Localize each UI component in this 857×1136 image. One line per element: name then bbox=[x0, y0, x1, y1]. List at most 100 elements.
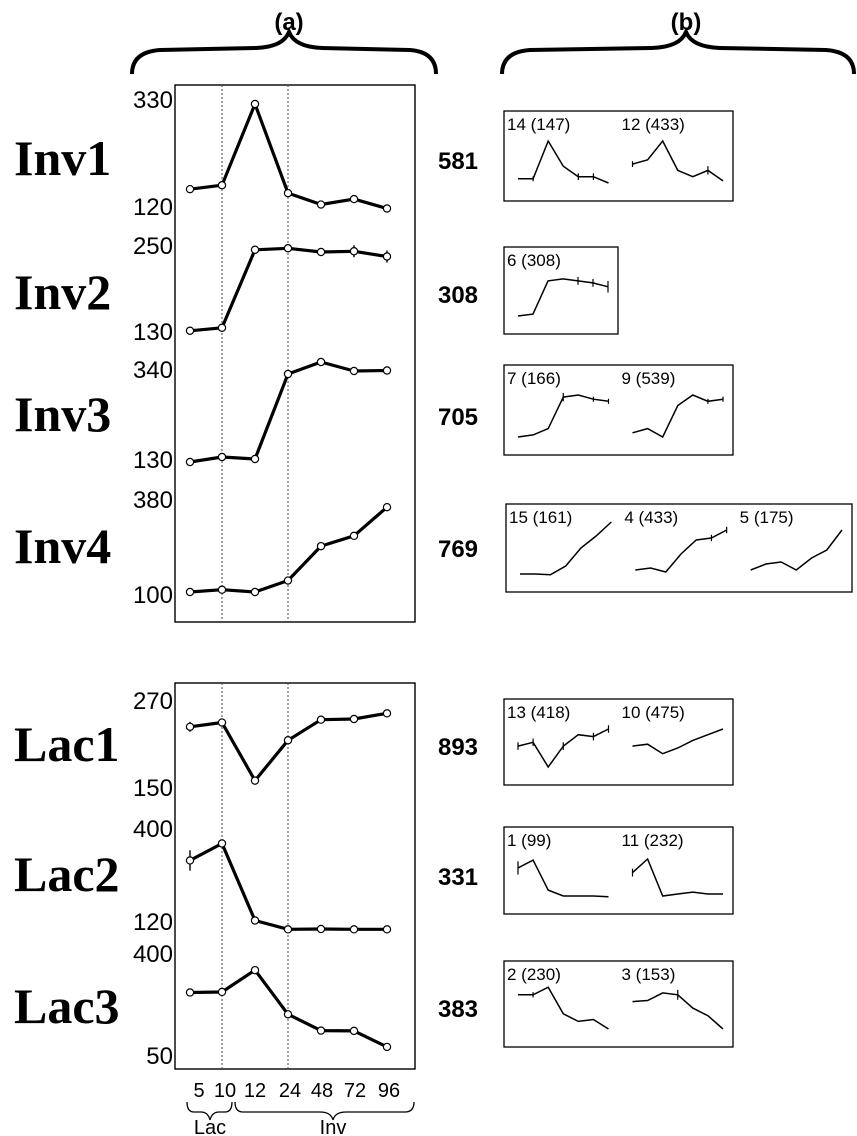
subcluster-line bbox=[632, 394, 724, 439]
y-tick-label: 130 bbox=[133, 319, 173, 346]
y-tick-label: 400 bbox=[133, 941, 173, 968]
panel-frame-inv bbox=[174, 84, 416, 623]
y-tick-label: 120 bbox=[133, 194, 173, 221]
x-tick-label: 96 bbox=[378, 1080, 400, 1102]
subcluster-label: 4 (433) bbox=[624, 508, 678, 527]
data-point bbox=[217, 718, 227, 727]
cluster-name: Inv4 bbox=[14, 518, 111, 574]
subcluster-box bbox=[505, 503, 853, 593]
panel-inv3: Inv3 705 340 130 7 (166) 9 (539) bbox=[14, 357, 734, 474]
cluster-name: Lac1 bbox=[14, 716, 120, 772]
panel-lac3: Lac3 383 400 50 2 (230) 3 (153) bbox=[14, 941, 734, 1070]
subcluster-line bbox=[520, 521, 612, 576]
data-point bbox=[185, 457, 195, 467]
y-tick-label: 270 bbox=[133, 688, 173, 715]
subcluster-line bbox=[518, 986, 609, 1030]
y-tick-label: 380 bbox=[133, 487, 173, 514]
subcluster-line bbox=[750, 529, 843, 571]
subcluster-label: 1 (99) bbox=[507, 831, 551, 850]
cluster-count: 308 bbox=[438, 282, 478, 309]
data-point bbox=[283, 576, 293, 585]
subcluster-line bbox=[517, 859, 609, 898]
subcluster-label: 3 (153) bbox=[622, 965, 676, 984]
data-point bbox=[349, 366, 359, 376]
subcluster-box bbox=[503, 364, 734, 456]
data-point bbox=[349, 925, 359, 934]
subcluster-label: 6 (308) bbox=[507, 251, 561, 270]
data-point bbox=[217, 839, 227, 848]
panel-inv1: Inv1 581 330 120 14 (147) 12 (433) bbox=[14, 87, 734, 221]
subcluster-line bbox=[635, 529, 728, 573]
x-tick-label: 10 bbox=[214, 1080, 236, 1102]
data-point bbox=[316, 357, 326, 367]
cluster-name: Lac3 bbox=[14, 978, 120, 1034]
data-point bbox=[185, 184, 195, 194]
lac-group-label: Lac bbox=[194, 1117, 226, 1136]
data-point bbox=[382, 925, 392, 934]
subcluster-box bbox=[503, 246, 619, 335]
inv-brace bbox=[234, 1101, 415, 1121]
data-point bbox=[250, 454, 260, 464]
panel-lac1: Lac1 893 270 150 13 (418) 10 (475) bbox=[14, 688, 734, 802]
subcluster-label: 14 (147) bbox=[507, 115, 570, 134]
data-point bbox=[185, 856, 195, 865]
cluster-name: Lac2 bbox=[14, 846, 120, 902]
cluster-count: 705 bbox=[438, 404, 478, 431]
x-tick-label: 72 bbox=[344, 1080, 366, 1102]
x-tick-label: 5 bbox=[193, 1080, 204, 1102]
x-tick-label: 24 bbox=[279, 1080, 301, 1102]
cluster-count: 383 bbox=[438, 996, 478, 1023]
cluster-name: Inv1 bbox=[14, 130, 111, 186]
data-point bbox=[316, 715, 326, 724]
inv-group-label: Inv bbox=[320, 1117, 347, 1136]
data-point bbox=[185, 326, 195, 335]
subcluster-label: 5 (175) bbox=[740, 508, 794, 527]
data-point bbox=[382, 709, 392, 718]
data-point bbox=[349, 247, 359, 256]
subcluster-box bbox=[503, 110, 734, 202]
data-point bbox=[283, 188, 293, 198]
subcluster-label: 13 (418) bbox=[507, 703, 570, 722]
panel-lac2: Lac2 331 400 120 1 (99) 11 (232) bbox=[14, 816, 734, 936]
data-point bbox=[316, 541, 326, 551]
y-tick-label: 120 bbox=[133, 909, 173, 936]
subcluster-line bbox=[632, 139, 724, 182]
y-tick-label: 400 bbox=[133, 816, 173, 843]
data-point bbox=[349, 194, 359, 204]
data-point bbox=[283, 925, 293, 934]
cluster-name: Inv2 bbox=[14, 264, 111, 320]
y-tick-label: 330 bbox=[133, 87, 173, 114]
cluster-count: 769 bbox=[438, 536, 478, 563]
data-point bbox=[382, 366, 392, 375]
data-point bbox=[283, 1010, 293, 1019]
data-point bbox=[185, 722, 195, 731]
cluster-count: 581 bbox=[438, 148, 478, 175]
subcluster-box bbox=[503, 698, 734, 786]
subcluster-label: 9 (539) bbox=[622, 369, 676, 388]
data-point bbox=[250, 99, 260, 109]
brace-b bbox=[500, 26, 856, 75]
data-point bbox=[382, 1042, 392, 1052]
data-point bbox=[217, 987, 227, 997]
x-tick-label: 12 bbox=[244, 1080, 266, 1102]
subcluster-line bbox=[631, 857, 723, 897]
y-tick-label: 340 bbox=[133, 357, 173, 384]
data-point bbox=[349, 714, 359, 724]
data-point bbox=[349, 531, 359, 541]
panel-frame-lac bbox=[174, 682, 416, 1070]
data-point bbox=[250, 245, 260, 254]
cluster-count: 331 bbox=[438, 864, 478, 891]
data-point bbox=[316, 247, 326, 257]
data-point bbox=[349, 1026, 359, 1036]
y-tick-label: 250 bbox=[133, 233, 173, 260]
y-tick-label: 130 bbox=[133, 447, 173, 474]
data-point bbox=[217, 181, 227, 190]
cluster-name: Inv3 bbox=[14, 386, 111, 442]
cluster-count: 893 bbox=[438, 734, 478, 761]
data-point bbox=[217, 585, 227, 594]
subcluster-box bbox=[503, 960, 734, 1048]
brace-a bbox=[130, 26, 438, 75]
data-point bbox=[283, 369, 293, 379]
lac-brace bbox=[186, 1101, 233, 1121]
